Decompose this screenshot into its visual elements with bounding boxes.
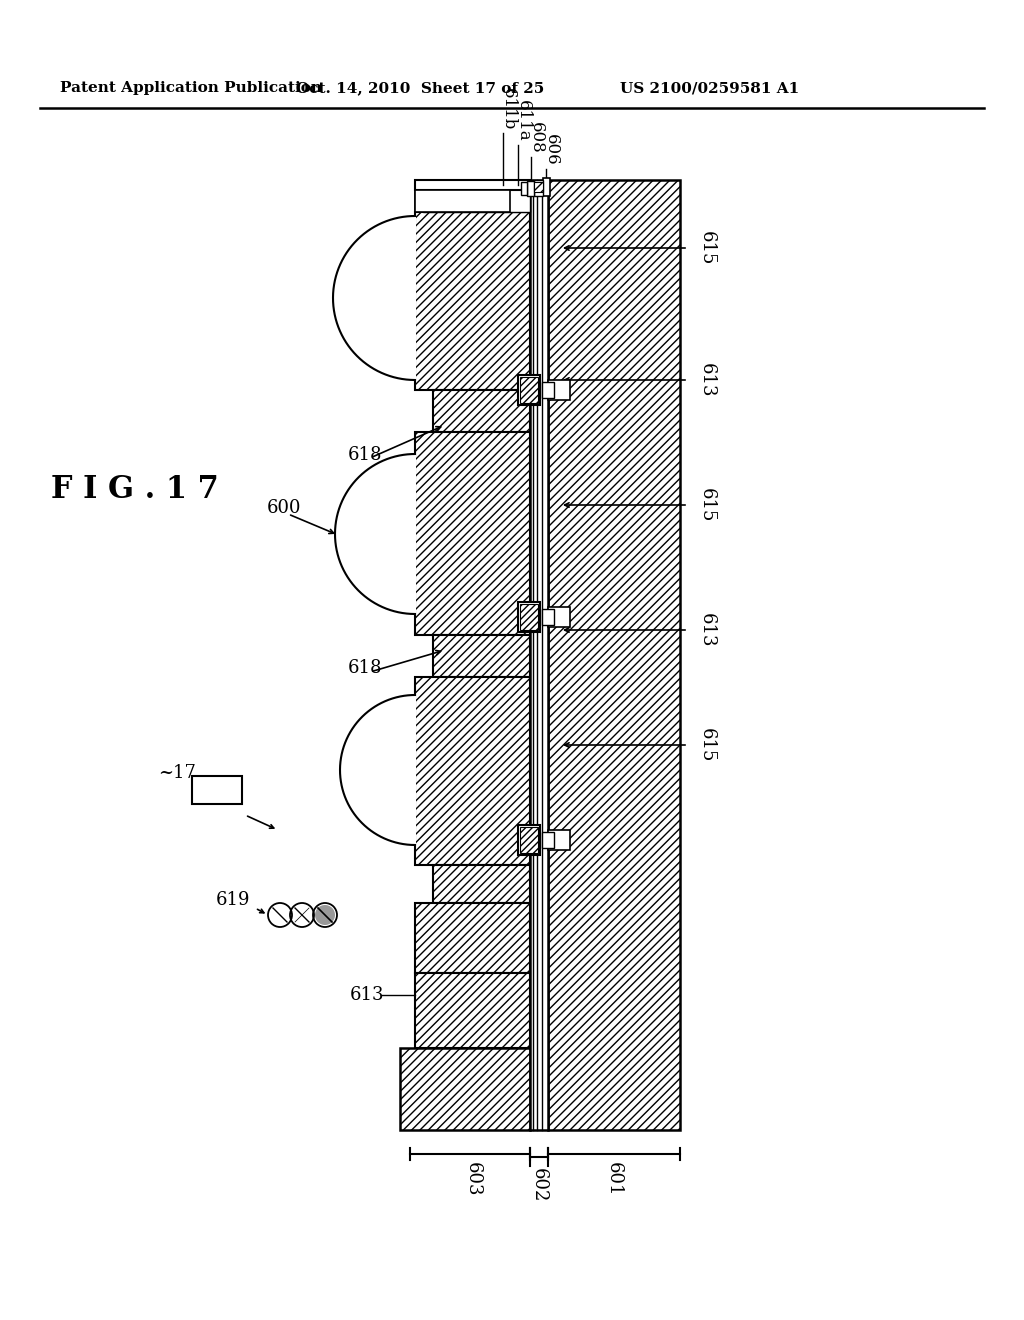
Bar (548, 607, 570, 627)
Bar (534, 182, 543, 191)
Bar (433, 635, 530, 677)
Bar (543, 178, 550, 195)
Bar (518, 375, 540, 405)
Text: 606: 606 (543, 135, 560, 166)
Bar (518, 602, 540, 632)
Bar (521, 182, 527, 195)
Bar (415, 190, 510, 213)
Bar (542, 381, 554, 399)
Bar (520, 378, 538, 403)
Bar (415, 213, 530, 389)
Bar (415, 180, 530, 190)
Text: ~17: ~17 (158, 764, 196, 781)
Bar (518, 825, 540, 855)
Text: 615: 615 (698, 727, 716, 762)
Polygon shape (333, 216, 415, 380)
Bar (548, 380, 570, 400)
Bar (193, 776, 242, 804)
Text: 608: 608 (528, 123, 545, 154)
Text: 613: 613 (350, 986, 384, 1005)
Bar (415, 973, 530, 1048)
Circle shape (315, 906, 335, 925)
Bar (415, 180, 530, 213)
Text: 618: 618 (348, 446, 383, 465)
Text: US 2100/0259581 A1: US 2100/0259581 A1 (620, 81, 800, 95)
Bar (530, 180, 548, 1130)
Text: 615: 615 (698, 231, 716, 265)
Text: 615: 615 (698, 488, 716, 523)
Bar (542, 609, 554, 624)
Bar (520, 605, 538, 630)
Bar (423, 180, 530, 213)
Bar (534, 180, 543, 195)
Text: Patent Application Publication: Patent Application Publication (60, 81, 322, 95)
Bar (415, 432, 530, 635)
Bar (527, 181, 534, 195)
Bar (520, 828, 538, 853)
Text: 611b: 611b (500, 87, 517, 129)
Text: F I G . 1 7: F I G . 1 7 (51, 474, 219, 506)
Bar (542, 832, 554, 847)
Bar (400, 1048, 530, 1130)
Bar (548, 180, 680, 1130)
Text: 613: 613 (698, 363, 716, 397)
Bar (433, 389, 530, 432)
Bar (415, 903, 530, 973)
Text: 603: 603 (464, 1162, 481, 1196)
Text: 613: 613 (698, 612, 716, 647)
Bar (415, 677, 530, 865)
Polygon shape (340, 696, 415, 845)
Bar (548, 830, 570, 850)
Text: 618: 618 (348, 659, 383, 677)
Polygon shape (335, 454, 415, 614)
Text: 602: 602 (530, 1168, 548, 1203)
Text: Oct. 14, 2010  Sheet 17 of 25: Oct. 14, 2010 Sheet 17 of 25 (296, 81, 544, 95)
Text: 600: 600 (267, 499, 301, 517)
Text: 611a: 611a (515, 100, 532, 143)
Text: 619: 619 (215, 891, 250, 909)
Bar (433, 865, 530, 903)
Text: 601: 601 (605, 1162, 623, 1196)
